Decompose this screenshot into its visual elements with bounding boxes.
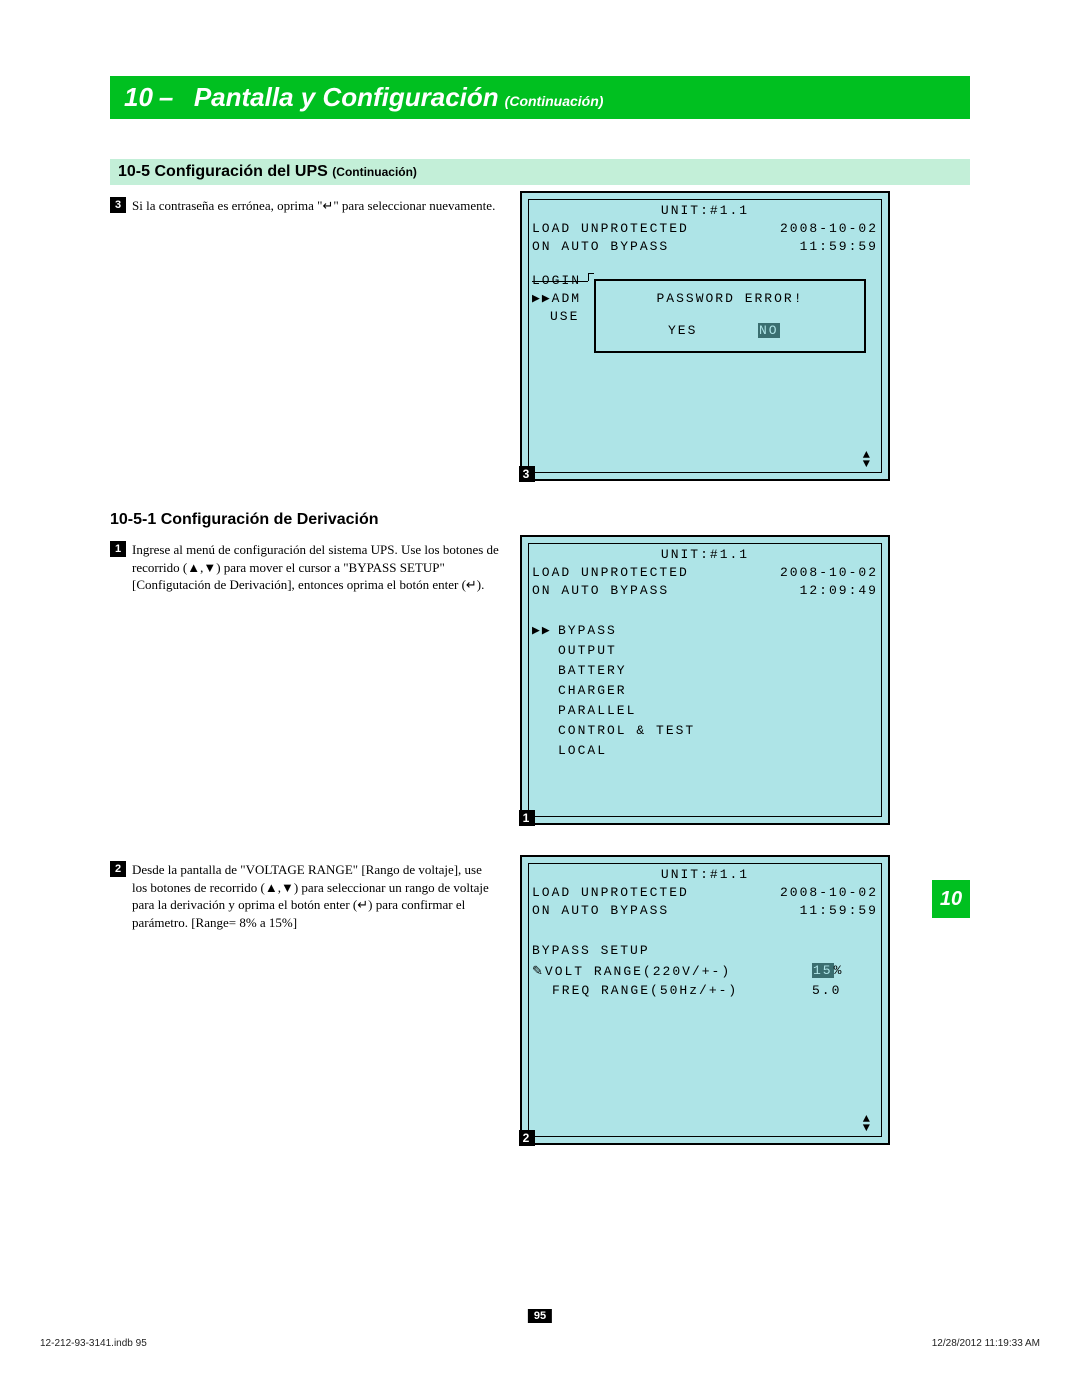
lcd1-load: LOAD UNPROTECTED [532, 565, 689, 580]
lcd1-m4: CHARGER [558, 683, 627, 698]
section-number: 10-5 [118, 163, 150, 180]
pencil-icon: ✎ [532, 963, 545, 979]
lcd-screen-2: UNIT:#1.1 LOAD UNPROTECTED 2008-10-02 ON… [520, 855, 890, 1145]
lcd2-volt-val: 15 [812, 963, 834, 978]
footer-right: 12/28/2012 11:19:33 AM [932, 1338, 1040, 1349]
lcd3-yes: YES [668, 323, 697, 338]
step-3-text: Si la contraseña es errónea, oprima "↵" … [132, 197, 500, 215]
lcd1-label: 1 [519, 810, 535, 826]
lcd3-unit: UNIT:#1.1 [522, 203, 888, 218]
lcd-screen-3: UNIT:#1.1 LOAD UNPROTECTED 2008-10-02 ON… [520, 191, 890, 481]
lcd3-err: PASSWORD ERROR! [596, 291, 864, 306]
lcd2-date: 2008-10-02 [780, 885, 878, 900]
step-1-text: Ingrese al menú de configuración del sis… [132, 541, 500, 594]
lcd2-freq: FREQ RANGE(50Hz/+-) [552, 983, 738, 998]
lcd1-m2: OUTPUT [558, 643, 617, 658]
section-title: Configuración del UPS [154, 163, 327, 180]
lcd1-m3: BATTERY [558, 663, 627, 678]
lcd2-volt-unit: % [834, 963, 844, 978]
step-3: 3 Si la contraseña es errónea, oprima "↵… [110, 197, 500, 215]
lcd1-date: 2008-10-02 [780, 565, 878, 580]
step-2-badge: 2 [110, 861, 126, 877]
chapter-number: 10 [124, 82, 153, 113]
lcd1-cursor: ▶▶ [532, 623, 552, 638]
lcd3-label: 3 [519, 466, 535, 482]
lcd1-m6: CONTROL & TEST [558, 723, 695, 738]
chapter-title: Pantalla y Configuración [194, 82, 499, 113]
step-2: 2 Desde la pantalla de "VOLTAGE RANGE" [… [110, 861, 500, 931]
step-1-badge: 1 [110, 541, 126, 557]
section-header: 10-5 Configuración del UPS (Continuación… [110, 159, 970, 185]
lcd3-no: NO [758, 323, 780, 338]
chapter-header: 10 – Pantalla y Configuración (Continuac… [110, 76, 970, 119]
section-cont: (Continuación) [332, 165, 417, 179]
updown-icon: ▲▼ [863, 451, 872, 469]
lcd3-adm: ▶▶ADM [532, 291, 581, 306]
subsection-number: 10-5-1 [110, 511, 156, 528]
lcd1-time: 12:09:49 [800, 583, 878, 598]
page-number: 95 [528, 1309, 552, 1323]
lcd1-unit: UNIT:#1.1 [522, 547, 888, 562]
updown-icon: ▲▼ [863, 1115, 872, 1133]
lcd3-bypass: ON AUTO BYPASS [532, 239, 669, 254]
subsection-title: Configuración de Derivación [161, 511, 379, 528]
step-1: 1 Ingrese al menú de configuración del s… [110, 541, 500, 594]
footer-left: 12-212-93-3141.indb 95 [40, 1338, 147, 1349]
lcd2-volt: VOLT RANGE(220V/+-) [545, 964, 731, 979]
lcd2-load: LOAD UNPROTECTED [532, 885, 689, 900]
lcd3-time: 11:59:59 [800, 239, 878, 254]
lcd1-m7: LOCAL [558, 743, 607, 758]
lcd3-date: 2008-10-02 [780, 221, 878, 236]
lcd2-bypass: ON AUTO BYPASS [532, 903, 669, 918]
side-tab: 10 [932, 880, 970, 918]
subsection-header: 10-5-1 Configuración de Derivación [110, 511, 970, 529]
lcd2-unit: UNIT:#1.1 [522, 867, 888, 882]
lcd2-title: BYPASS SETUP [532, 943, 650, 958]
lcd1-bypass: ON AUTO BYPASS [532, 583, 669, 598]
lcd3-dialog: PASSWORD ERROR! YES NO [594, 279, 866, 353]
lcd3-use: USE [550, 309, 579, 324]
lcd1-m1: BYPASS [558, 623, 617, 638]
lcd3-load: LOAD UNPROTECTED [532, 221, 689, 236]
step-2-text: Desde la pantalla de "VOLTAGE RANGE" [Ra… [132, 861, 500, 931]
step-3-badge: 3 [110, 197, 126, 213]
lcd-screen-1: UNIT:#1.1 LOAD UNPROTECTED 2008-10-02 ON… [520, 535, 890, 825]
lcd2-freq-val: 5.0 [812, 983, 841, 998]
lcd2-time: 11:59:59 [800, 903, 878, 918]
lcd2-label: 2 [519, 1130, 535, 1146]
lcd1-m5: PARALLEL [558, 703, 636, 718]
chapter-cont: (Continuación) [505, 93, 604, 109]
